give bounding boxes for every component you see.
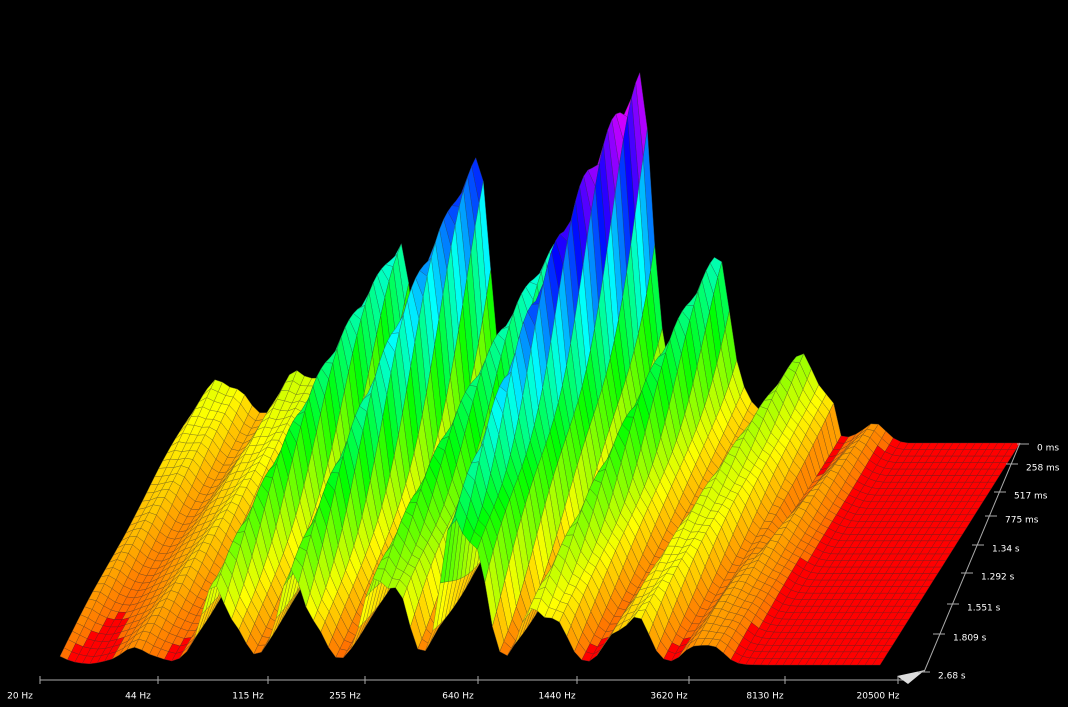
- surface: [59, 72, 1021, 666]
- x-tick-label: 44 Hz: [125, 692, 151, 702]
- z-tick-label: 2.68 s: [938, 672, 966, 682]
- x-tick-label: 115 Hz: [232, 692, 264, 702]
- x-tick-label: 1440 Hz: [538, 692, 576, 702]
- z-tick-label: 1.551 s: [967, 604, 1001, 614]
- z-tick-label: 1.809 s: [953, 634, 987, 644]
- z-tick-label: 1.34 s: [992, 545, 1020, 555]
- x-tick-label: 640 Hz: [442, 692, 474, 702]
- z-tick-label: 0 ms: [1037, 444, 1059, 454]
- surface-cell: [872, 658, 885, 666]
- axes: 20 Hz 44 Hz 115 Hz 255 Hz 640 Hz 1440 Hz 3620 …: [7, 442, 1060, 702]
- x-tick-label: 3620 Hz: [650, 692, 688, 702]
- x-tick-label: 255 Hz: [329, 692, 361, 702]
- z-tick-label: 775 ms: [1005, 516, 1039, 526]
- x-tick-label: 20500 Hz: [857, 692, 900, 702]
- x-tick-label: 20 Hz: [7, 692, 33, 702]
- axis-arrow: [897, 670, 925, 684]
- x-tick-label: 8130 Hz: [746, 692, 784, 702]
- z-tick-label: 517 ms: [1014, 492, 1048, 502]
- z-tick-label: 258 ms: [1026, 464, 1060, 474]
- z-tick-label: 1.292 s: [981, 573, 1015, 583]
